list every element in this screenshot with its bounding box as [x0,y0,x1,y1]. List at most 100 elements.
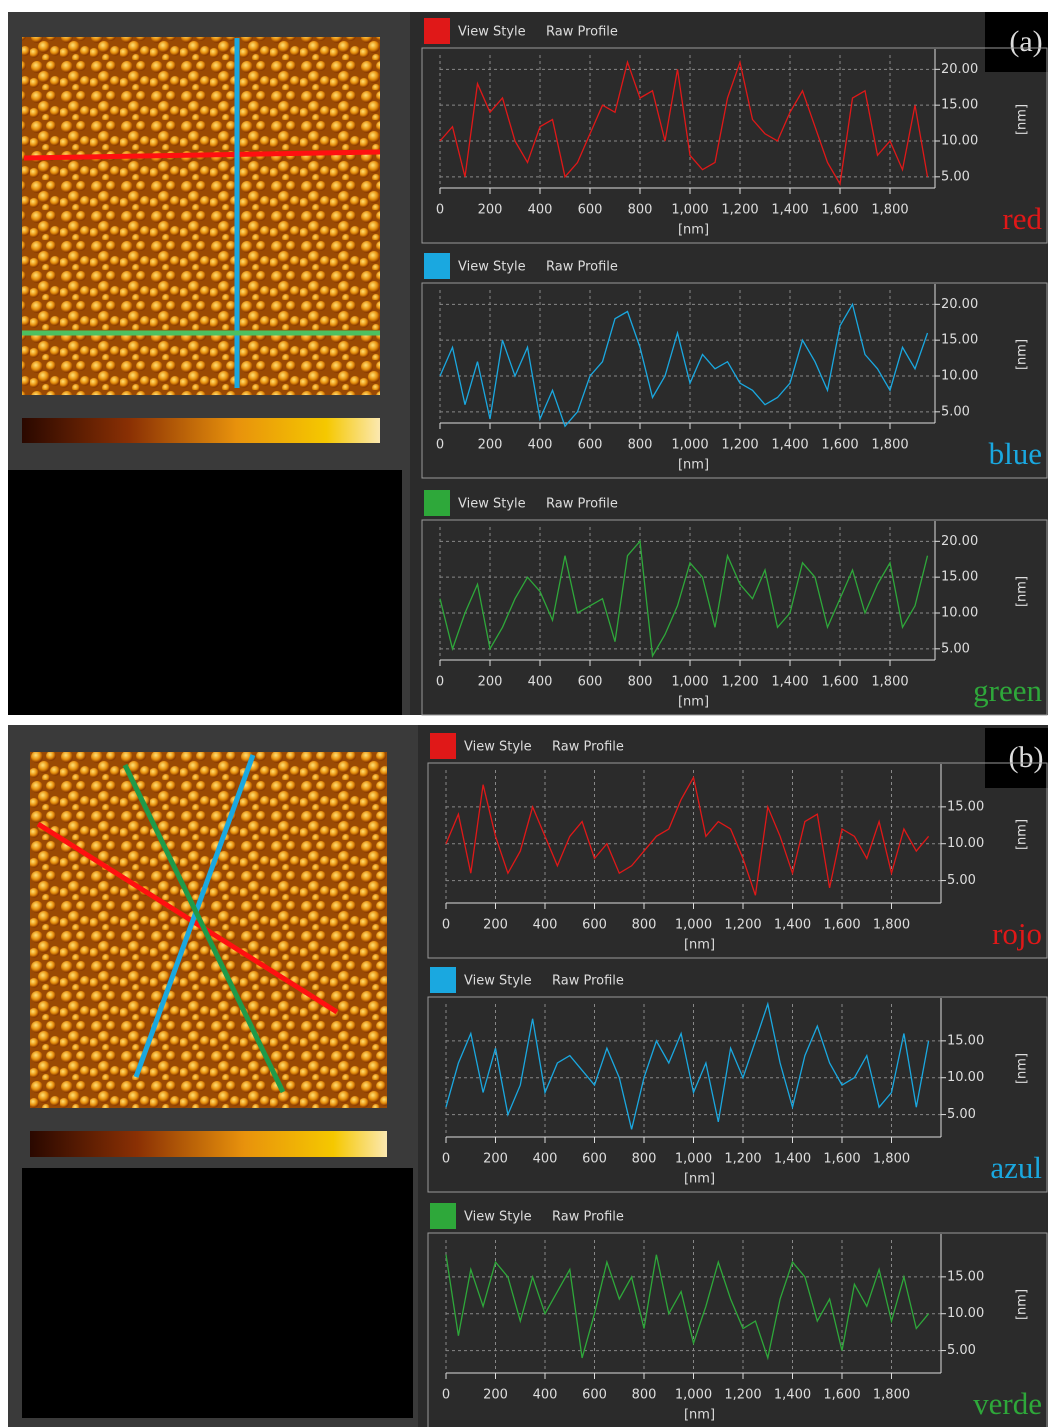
x-tick-label: 0 [442,1152,450,1167]
y-tick-label: 20.00 [941,62,978,77]
y-tick-label: 10.00 [941,606,978,621]
legend-label: rojo [992,916,1042,951]
y-tick-label: 15.00 [947,799,984,814]
menu-view-style[interactable]: View Style [464,974,532,989]
x-tick-label: 1,200 [721,203,758,218]
x-tick-label: 0 [442,1388,450,1403]
x-tick-label: 1,800 [873,918,910,933]
menu-raw-profile[interactable]: Raw Profile [552,974,624,989]
x-axis-label: [nm] [678,695,709,710]
x-tick-label: 200 [483,918,508,933]
y-tick-label: 15.00 [941,570,978,585]
x-tick-label: 1,200 [724,1388,761,1403]
x-tick-label: 600 [582,1152,607,1167]
y-tick-label: 20.00 [941,297,978,312]
menu-raw-profile[interactable]: Raw Profile [546,25,618,40]
menu-view-style[interactable]: View Style [458,25,526,40]
x-tick-label: 1,400 [774,1388,811,1403]
y-tick-label: 5.00 [947,1343,976,1358]
x-tick-label: 1,400 [771,203,808,218]
x-tick-label: 1,800 [873,1152,910,1167]
x-tick-label: 800 [628,438,653,453]
colorbar [30,1131,387,1157]
x-tick-label: 400 [533,1152,558,1167]
y-tick-label: 15.00 [947,1269,984,1284]
x-tick-label: 1,600 [823,1388,860,1403]
legend-label: red [1002,201,1042,236]
x-tick-label: 1,600 [823,918,860,933]
y-tick-label: 5.00 [941,641,970,656]
menu-raw-profile[interactable]: Raw Profile [546,497,618,512]
afm-image [22,37,380,395]
x-tick-label: 600 [578,203,603,218]
menu-raw-profile[interactable]: Raw Profile [552,740,624,755]
x-tick-label: 1,200 [721,438,758,453]
panel-label: (b) [1009,741,1044,774]
x-tick-label: 1,200 [724,1152,761,1167]
y-tick-label: 10.00 [941,369,978,384]
y-tick-label: 15.00 [947,1033,984,1048]
x-tick-label: 1,400 [771,438,808,453]
y-tick-label: 15.00 [941,333,978,348]
x-tick-label: 200 [483,1152,508,1167]
y-axis-label: [nm] [1015,819,1030,850]
legend-swatch [430,733,456,759]
screenshot: (a) (b) View Style Raw Profile 0 200 400 600 8… [0,0,1048,1427]
x-tick-label: 600 [582,918,607,933]
x-tick-label: 800 [628,675,653,690]
x-tick-label: 1,000 [671,438,708,453]
menu-raw-profile[interactable]: Raw Profile [552,1210,624,1225]
x-tick-label: 1,000 [671,675,708,690]
x-axis-label: [nm] [678,223,709,238]
x-tick-label: 800 [628,203,653,218]
x-axis-label: [nm] [684,938,715,953]
x-tick-label: 600 [582,1388,607,1403]
x-tick-label: 400 [528,438,553,453]
x-tick-label: 1,000 [675,1152,712,1167]
legend-swatch [424,18,450,44]
x-tick-label: 800 [632,1388,657,1403]
y-tick-label: 5.00 [947,873,976,888]
x-tick-label: 1,000 [671,203,708,218]
y-tick-label: 10.00 [941,134,978,149]
x-tick-label: 400 [528,675,553,690]
y-axis-label: [nm] [1015,104,1030,135]
y-tick-label: 10.00 [947,836,984,851]
legend-label: blue [989,436,1042,471]
legend-swatch [430,1203,456,1229]
panel-label: (a) [1009,25,1042,58]
x-tick-label: 400 [533,1388,558,1403]
x-tick-label: 1,600 [821,675,858,690]
y-tick-label: 15.00 [941,98,978,113]
legend-swatch [424,253,450,279]
x-axis-label: [nm] [684,1408,715,1423]
legend-swatch [430,967,456,993]
colorbar [22,418,380,443]
x-tick-label: 1,800 [873,1388,910,1403]
x-tick-label: 1,000 [675,1388,712,1403]
x-tick-label: 1,600 [821,438,858,453]
y-tick-label: 5.00 [941,404,970,419]
y-axis-label: [nm] [1015,339,1030,370]
x-tick-label: 1,400 [774,1152,811,1167]
x-axis-label: [nm] [684,1172,715,1187]
empty-pane [8,470,402,715]
y-axis-label: [nm] [1015,576,1030,607]
menu-view-style[interactable]: View Style [464,1210,532,1225]
x-tick-label: 600 [578,675,603,690]
x-tick-label: 1,800 [871,438,908,453]
x-tick-label: 1,400 [771,675,808,690]
legend-label: green [973,673,1042,708]
x-tick-label: 600 [578,438,603,453]
x-tick-label: 0 [442,918,450,933]
menu-view-style[interactable]: View Style [464,740,532,755]
legend-label: azul [990,1150,1042,1185]
menu-view-style[interactable]: View Style [458,497,526,512]
menu-view-style[interactable]: View Style [458,260,526,275]
x-tick-label: 1,400 [774,918,811,933]
menu-raw-profile[interactable]: Raw Profile [546,260,618,275]
x-tick-label: 1,800 [871,203,908,218]
x-tick-label: 0 [436,438,444,453]
y-axis-label: [nm] [1015,1053,1030,1084]
x-tick-label: 800 [632,918,657,933]
